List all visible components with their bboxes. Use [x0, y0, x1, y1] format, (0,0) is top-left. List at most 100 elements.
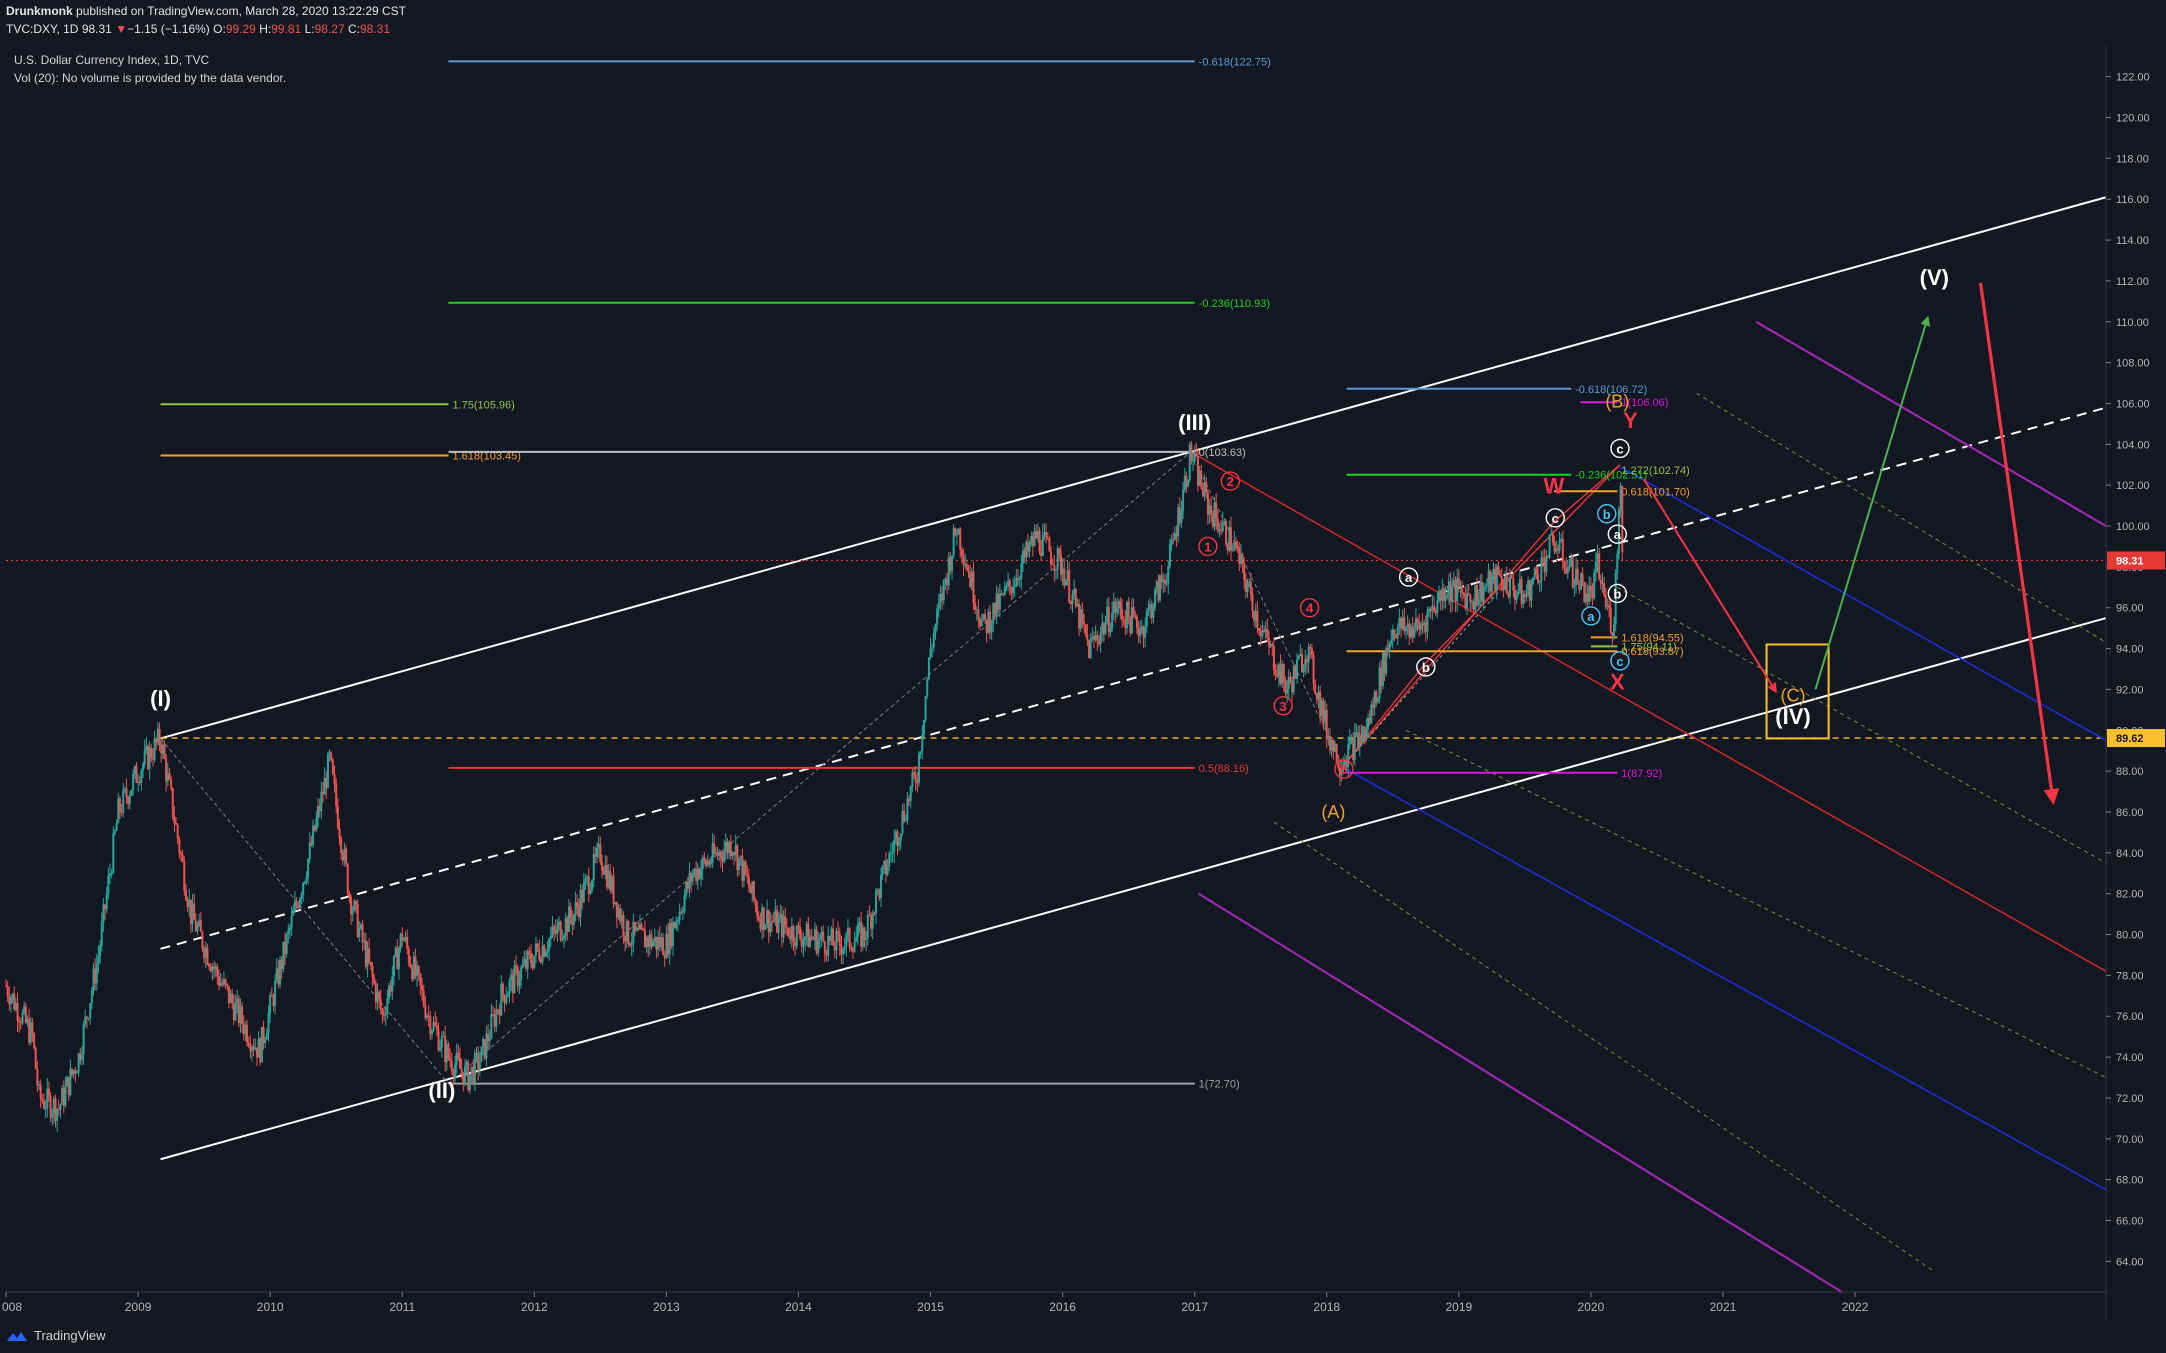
- candle-body: [1010, 587, 1013, 594]
- candle-body: [462, 1071, 465, 1085]
- candle-body: [465, 1062, 468, 1067]
- price-chart[interactable]: -0.618(122.75) -0.236(110.93) 1.75(105.96)…: [0, 42, 2166, 1320]
- candle-body: [970, 571, 973, 587]
- candle-body: [876, 889, 879, 891]
- candle-body: [1130, 607, 1133, 634]
- candle-body: [72, 1070, 75, 1075]
- candle-body: [634, 921, 637, 931]
- candle-body: [784, 916, 787, 927]
- author-name[interactable]: Drunkmonk: [6, 4, 73, 18]
- candle-body: [771, 920, 774, 922]
- candle-body: [614, 902, 617, 904]
- candle-body: [683, 895, 686, 912]
- candle-body: [1190, 444, 1193, 461]
- candle-body: [1479, 581, 1482, 599]
- candle-body: [1051, 564, 1054, 566]
- candle-body: [676, 920, 679, 922]
- x-tick-label: 2009: [125, 1300, 152, 1314]
- candle-body: [1409, 626, 1412, 638]
- candle-body: [1414, 618, 1417, 630]
- series-title[interactable]: U.S. Dollar Currency Index, 1D, TVC: [14, 53, 210, 67]
- candle-body: [846, 928, 849, 934]
- candle-body: [1338, 768, 1341, 776]
- candle-body: [1015, 578, 1018, 587]
- candle-body: [1002, 592, 1005, 595]
- candle-body: [452, 1071, 455, 1077]
- candle-body: [997, 593, 1000, 610]
- candle-body: [1023, 550, 1026, 558]
- candle-body: [1000, 592, 1003, 594]
- candle-body: [777, 918, 780, 933]
- candle-body: [1074, 589, 1077, 607]
- candle-body: [1109, 628, 1112, 633]
- candle-body: [746, 874, 749, 878]
- candle-body: [287, 929, 290, 935]
- candle-body: [330, 752, 333, 760]
- candle-body: [1601, 583, 1604, 585]
- volume-note: Vol (20): No volume is provided by the d…: [14, 71, 286, 85]
- olive-dashed-line: [1696, 392, 2107, 643]
- candle-body: [1558, 540, 1561, 551]
- candle-body: [292, 911, 295, 916]
- publish-info: Drunkmonk published on TradingView.com, …: [6, 4, 406, 18]
- candle-body: [369, 962, 372, 966]
- candle-body: [1527, 580, 1530, 595]
- candle-body: [919, 751, 922, 754]
- candle-body: [832, 928, 835, 946]
- candle-body: [351, 910, 354, 915]
- fib-level-label: 1(106.06): [1621, 397, 1668, 409]
- fib-level-label: 1.618(103.45): [452, 451, 521, 463]
- candle-body: [1035, 530, 1038, 539]
- candle-body: [1548, 534, 1551, 558]
- candle-body: [1216, 518, 1219, 532]
- candle-body: [284, 941, 287, 955]
- candle-body: [709, 862, 712, 865]
- candle-body: [807, 923, 810, 948]
- x-tick-label: 2017: [1181, 1300, 1208, 1314]
- candle-body: [1571, 557, 1574, 588]
- candle-body: [1525, 594, 1528, 597]
- y-tick-label: 116.00: [2116, 194, 2149, 206]
- candle-body: [213, 966, 216, 969]
- candle-body: [850, 947, 853, 950]
- candle-body: [731, 852, 734, 856]
- wave-circle-label: b: [1603, 507, 1611, 522]
- candle-body: [1226, 544, 1229, 551]
- candle-body: [1309, 646, 1312, 649]
- candle-body: [1213, 502, 1216, 527]
- candle-body: [556, 925, 559, 934]
- chart-header: Drunkmonk published on TradingView.com, …: [0, 0, 2166, 42]
- candle-body: [1385, 647, 1388, 674]
- candle-body: [467, 1062, 470, 1091]
- candle-body: [1089, 638, 1092, 659]
- candle-body: [1119, 601, 1122, 610]
- candle-body: [170, 779, 173, 789]
- brand-label: TradingView: [34, 1328, 106, 1343]
- candle-body: [1038, 530, 1041, 551]
- candle-body: [868, 914, 871, 916]
- candle-body: [599, 843, 602, 862]
- candle-body: [424, 1005, 427, 1018]
- candle-body: [1061, 568, 1064, 575]
- candle-body: [1598, 553, 1601, 580]
- olive-dashed-line: [1617, 586, 2107, 864]
- candle-body: [196, 925, 199, 932]
- candle-body: [264, 1039, 267, 1044]
- candle-body: [670, 923, 673, 946]
- candle-body: [1243, 563, 1246, 580]
- y-tick-label: 100.00: [2116, 521, 2150, 533]
- candle-body: [1433, 605, 1436, 611]
- candle-body: [176, 824, 179, 839]
- candle-body: [148, 747, 151, 769]
- y-tick-label: 112.00: [2116, 276, 2149, 288]
- candle-body: [1079, 609, 1082, 629]
- blue-upper-line: [1619, 466, 2107, 742]
- candle-body: [1357, 732, 1360, 747]
- candle-body: [1286, 688, 1289, 694]
- tradingview-logo[interactable]: TradingView: [6, 1328, 106, 1343]
- candle-body: [1540, 557, 1543, 581]
- candle-body: [1187, 480, 1190, 487]
- candle-body: [716, 852, 719, 856]
- candle-body: [888, 853, 891, 867]
- candle-body: [1462, 592, 1465, 595]
